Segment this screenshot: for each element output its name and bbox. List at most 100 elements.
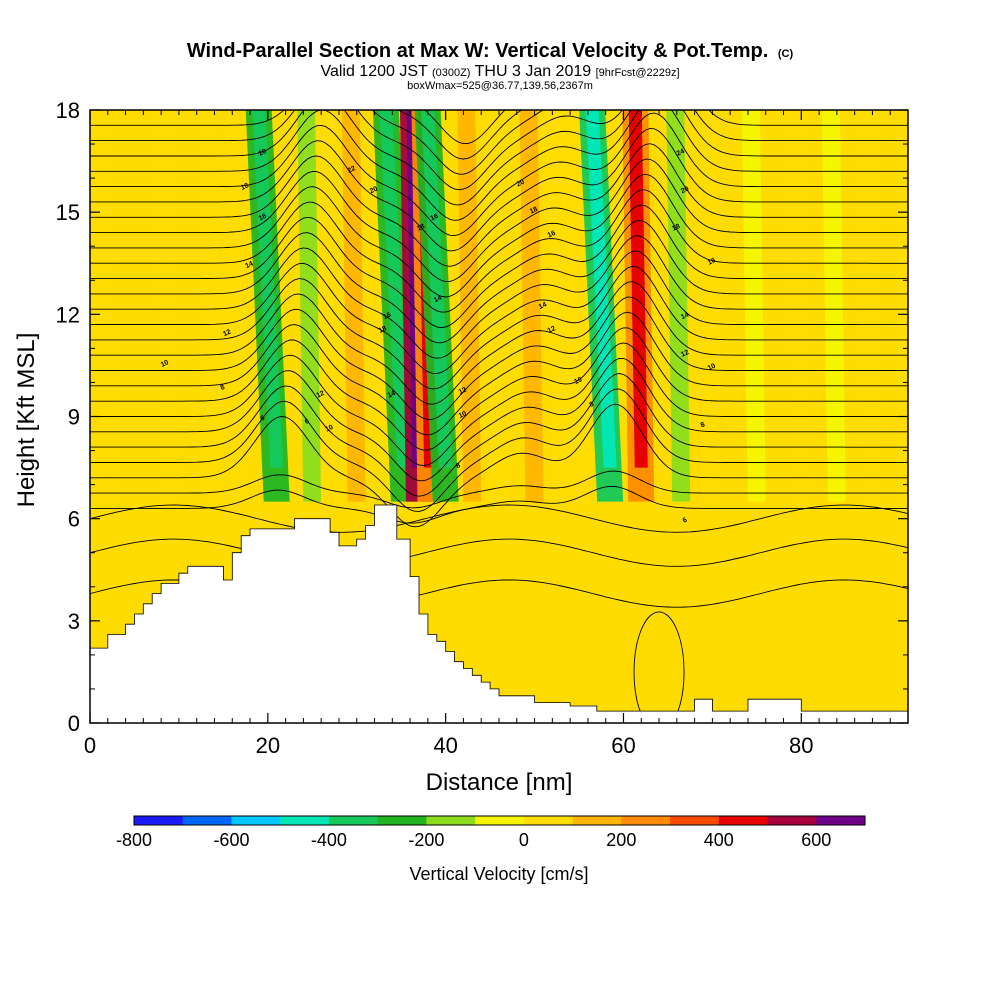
isentrope-label: 6 [682, 517, 689, 525]
isentrope-line [90, 112, 908, 237]
x-tick-label: 20 [256, 733, 280, 758]
isentrope-line [90, 110, 908, 206]
isentrope-line [90, 235, 908, 359]
chart-subtitle-box: boxWmax=525@36.77,139.56,2367m [407, 80, 593, 92]
isentrope-label: 10 [707, 363, 717, 373]
colorbar-segment [767, 816, 817, 825]
x-tick-label: 60 [611, 733, 635, 758]
isentrope-line [90, 311, 908, 436]
isentrope-label: 12 [680, 349, 690, 359]
velocity-column [519, 110, 544, 502]
isentrope-label: 6 [304, 418, 311, 426]
isentrope-line [90, 110, 908, 175]
chart-title-main: Wind-Parallel Section at Max W: Vertical… [187, 40, 768, 62]
subtitle-forecast: [9hrFcst@2229z] [596, 67, 680, 79]
x-tick-label: 40 [433, 733, 457, 758]
isentrope-label: 12 [458, 386, 468, 396]
velocity-core [252, 110, 284, 468]
subtitle-zulu: (0300Z) [432, 67, 471, 79]
isentrope-label: 10 [458, 410, 468, 420]
isentrope-label: 16 [258, 213, 268, 223]
isentrope-line [90, 281, 908, 405]
colorbar-tick-label: -600 [213, 830, 249, 850]
isentrope-line [90, 189, 908, 313]
velocity-column [821, 110, 846, 502]
velocity-column [155, 110, 180, 502]
isentrope-line [90, 265, 908, 390]
colorbar-tick-label: -800 [116, 830, 152, 850]
velocity-column [199, 110, 224, 502]
isentrope-line [90, 110, 908, 221]
isentrope-line [90, 538, 908, 567]
colorbar-tick-label: -400 [311, 830, 347, 850]
isentrope-line [90, 373, 908, 497]
velocity-column [341, 110, 366, 502]
isentrope-label: 18 [378, 325, 388, 335]
isentrope-label: 8 [455, 462, 462, 470]
isentrope-line [90, 204, 908, 329]
isentrope-label: 12 [222, 329, 232, 339]
isentrope-line [90, 110, 908, 191]
colorbar-tick-label: 0 [519, 830, 529, 850]
chart-subtitle: Valid 1200 JST (0300Z) THU 3 Jan 2019 [9… [320, 63, 679, 80]
y-tick-label: 12 [56, 302, 80, 327]
isentrope-line [90, 485, 908, 524]
x-tick-label: 80 [789, 733, 813, 758]
colorbar-segment [426, 816, 476, 825]
isentrope-label: 6 [259, 415, 266, 423]
isentrope-label: 16 [707, 257, 717, 267]
isentrope-label: 14 [680, 312, 690, 322]
colorbar-segment [134, 816, 184, 825]
isentrope-label: 14 [433, 294, 443, 304]
isentrope-label: 12 [547, 325, 557, 335]
velocity-column [786, 110, 811, 502]
isentrope-line [90, 327, 908, 451]
colorbar-frame [133, 815, 866, 826]
isentrope-line [90, 388, 908, 512]
isentrope-line [90, 357, 908, 482]
isentrope-label: 22 [347, 165, 357, 175]
colorbar-segment [280, 816, 330, 825]
isentrope-label: 10 [160, 359, 170, 369]
isentrope-line [90, 342, 908, 466]
isentrope-line [424, 110, 506, 145]
y-axis-label: Height [Kft MSL] [13, 333, 40, 508]
isentrope-line [90, 470, 908, 509]
subtitle-date: THU 3 Jan 2019 [470, 63, 595, 80]
colorbar-tick-label: -200 [408, 830, 444, 850]
colorbar-tick-label: 400 [704, 830, 734, 850]
isentrope-label: 20 [680, 186, 690, 196]
y-tick-label: 6 [68, 507, 80, 532]
y-tick-label: 9 [68, 405, 80, 430]
velocity-core [421, 110, 453, 468]
colorbar-segment [475, 816, 525, 825]
isentrope-label: 20 [369, 186, 379, 196]
velocity-column [857, 110, 882, 502]
isentrope-label: 14 [538, 301, 548, 311]
y-tick-label: 0 [68, 711, 80, 736]
isentrope-line [90, 158, 908, 282]
isentrope-line [90, 173, 908, 298]
isentrope-label: 18 [529, 206, 539, 216]
colorbar-segment [670, 816, 720, 825]
isentrope-lines [90, 110, 908, 723]
colorbar-label: Vertical Velocity [cm/s] [409, 864, 588, 884]
colorbar: -800 -600 -400 -200 0 200 400 600 [116, 815, 866, 850]
x-tick-label: 0 [84, 733, 96, 758]
isentrope-label: 16 [429, 213, 439, 223]
isentrope-label: 8 [588, 401, 595, 409]
isentrope-label: 20 [516, 179, 526, 189]
terrain-profile [89, 504, 909, 724]
isentrope-label: 18 [671, 223, 681, 233]
colorbar-segment [816, 816, 866, 825]
colorbar-segment [621, 816, 671, 825]
colorbar-tick-label: 200 [606, 830, 636, 850]
isentrope-label: 24 [676, 148, 686, 158]
isentrope-label: 8 [700, 421, 707, 429]
isentrope-label: 16 [547, 230, 557, 240]
chart-title: Wind-Parallel Section at Max W: Vertical… [187, 40, 794, 62]
isentrope-label: 16 [382, 312, 392, 322]
colorbar-segment [182, 816, 232, 825]
x-axis-label: Distance [nm] [426, 769, 573, 796]
